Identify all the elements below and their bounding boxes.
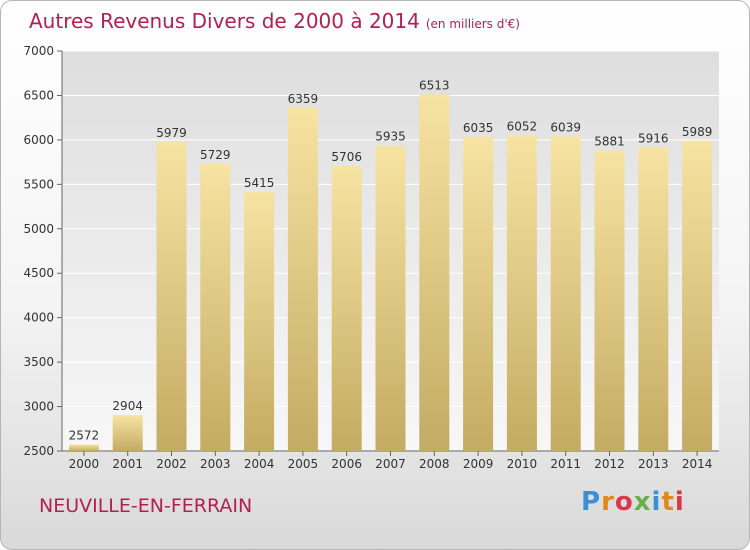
y-tick-label: 2500	[23, 444, 54, 458]
y-tick-label: 3500	[23, 355, 54, 369]
x-tick-label: 2000	[69, 457, 100, 471]
x-tick-label: 2009	[463, 457, 494, 471]
y-tick-label: 6000	[23, 133, 54, 147]
bar	[68, 444, 99, 451]
bar-value-label: 5881	[594, 134, 625, 148]
y-tick-label: 4000	[23, 311, 54, 325]
y-tick-label: 5000	[23, 222, 54, 236]
bar-value-label: 5916	[638, 131, 669, 145]
bar-value-label: 2904	[112, 399, 143, 413]
bar	[463, 136, 494, 451]
bar	[419, 94, 450, 452]
bar	[594, 150, 625, 451]
bar-value-label: 6513	[419, 78, 450, 92]
chart-subtitle: (en milliers d'€)	[425, 17, 520, 31]
x-tick-label: 2011	[550, 457, 581, 471]
x-tick-label: 2005	[288, 457, 319, 471]
proxiti-logo: Proxiti	[581, 487, 685, 517]
bar	[375, 145, 406, 451]
x-tick-label: 2013	[638, 457, 669, 471]
x-tick-label: 2014	[682, 457, 713, 471]
y-tick-label: 7000	[23, 44, 54, 58]
x-tick-label: 2006	[331, 457, 362, 471]
bar	[200, 163, 231, 451]
commune-name: NEUVILLE-EN-FERRAIN	[39, 495, 253, 517]
bar	[638, 147, 669, 451]
bar-value-label: 5706	[331, 150, 362, 164]
y-tick-label: 6500	[23, 88, 54, 102]
bar	[244, 191, 275, 451]
title-text: Autres Revenus Divers de 2000 à 2014	[29, 9, 420, 33]
bar	[156, 141, 187, 451]
bar	[331, 166, 362, 451]
bar-value-label: 5989	[682, 125, 713, 139]
bar-value-label: 6359	[288, 92, 319, 106]
bar-value-label: 5729	[200, 148, 231, 162]
bar-value-label: 5979	[156, 126, 187, 140]
bar-value-label: 5935	[375, 130, 406, 144]
x-tick-label: 2012	[594, 457, 625, 471]
bar-value-label: 5415	[244, 176, 275, 190]
bar-value-label: 6035	[463, 121, 494, 135]
x-tick-label: 2007	[375, 457, 406, 471]
bar	[506, 135, 537, 451]
x-tick-label: 2003	[200, 457, 231, 471]
y-tick-label: 3000	[23, 400, 54, 414]
x-tick-label: 2008	[419, 457, 450, 471]
chart-title: Autres Revenus Divers de 2000 à 2014 (en …	[29, 9, 520, 33]
bar-value-label: 6039	[550, 120, 581, 134]
y-tick-label: 5500	[23, 177, 54, 191]
bar	[682, 140, 713, 451]
y-tick-label: 4500	[23, 266, 54, 280]
x-tick-label: 2010	[507, 457, 538, 471]
bar-value-label: 6052	[507, 119, 538, 133]
x-tick-label: 2001	[112, 457, 143, 471]
x-tick-label: 2002	[156, 457, 187, 471]
bar-value-label: 2572	[69, 429, 100, 443]
bar	[550, 136, 581, 451]
bar	[287, 107, 318, 451]
bar	[112, 415, 143, 451]
x-tick-label: 2004	[244, 457, 275, 471]
